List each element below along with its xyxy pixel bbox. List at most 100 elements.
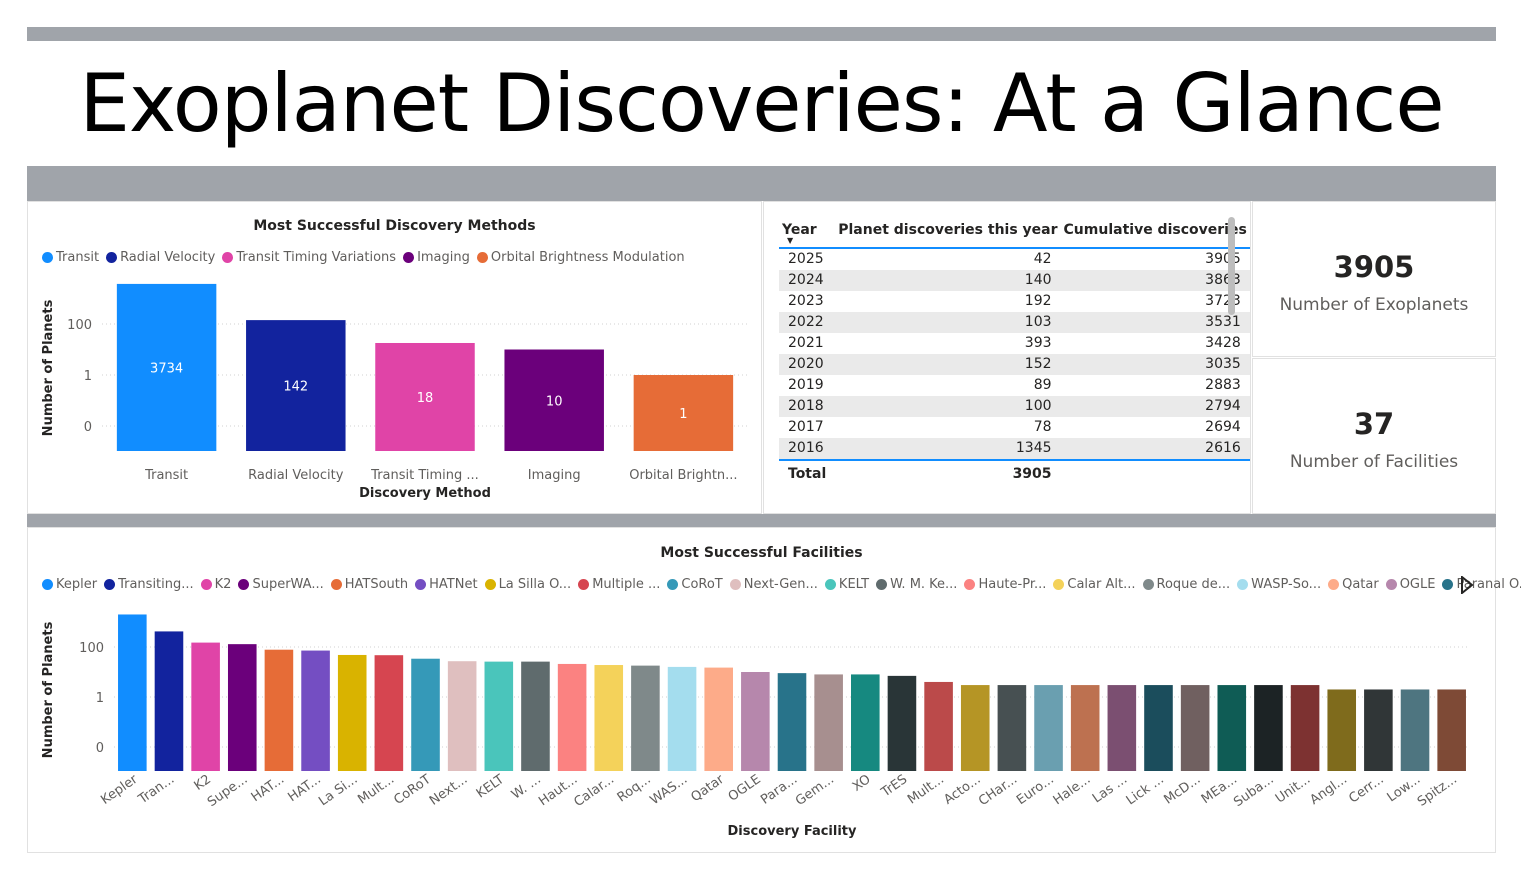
bar[interactable]	[1107, 685, 1137, 771]
bar[interactable]	[484, 661, 514, 771]
facilities-legend-item[interactable]: Paranal O...	[1442, 577, 1521, 592]
facilities-legend-item[interactable]: Kepler	[42, 577, 97, 592]
year-cell: 2020	[779, 354, 836, 375]
bar[interactable]	[1070, 685, 1100, 771]
bar[interactable]	[1217, 685, 1247, 771]
bar[interactable]	[594, 665, 624, 771]
facilities-legend-item[interactable]: Roque de...	[1142, 577, 1231, 592]
bar[interactable]	[1400, 689, 1430, 771]
methods-legend[interactable]: Transit Radial Velocity Transit Timing Var…	[42, 250, 692, 265]
legend-dot-icon	[106, 252, 118, 263]
bar[interactable]	[1327, 689, 1357, 771]
facilities-legend-item[interactable]: KELT	[824, 577, 869, 592]
sort-desc-icon[interactable]: ▼	[787, 236, 794, 245]
bar[interactable]	[851, 674, 880, 771]
bar[interactable]	[924, 681, 953, 771]
facilities-legend-item[interactable]: HATSouth	[330, 577, 408, 592]
bar[interactable]	[1180, 685, 1210, 771]
facilities-legend-item[interactable]: La Silla O...	[484, 577, 571, 592]
facilities-legend-item[interactable]: Next-Gen...	[729, 577, 818, 592]
col-discoveries[interactable]: Planet discoveries this year	[835, 213, 1061, 249]
bar[interactable]	[557, 663, 587, 771]
facilities-legend-item[interactable]: OGLE	[1385, 577, 1435, 592]
facilities-legend-item[interactable]: K2	[200, 577, 231, 592]
methods-legend-item[interactable]: Transit	[42, 250, 99, 265]
facilities-legend-item[interactable]: Qatar	[1328, 577, 1379, 592]
bar[interactable]	[704, 667, 733, 771]
bar[interactable]	[374, 655, 404, 771]
facilities-legend-item[interactable]: Haute-Pr...	[964, 577, 1046, 592]
bar[interactable]	[1254, 685, 1283, 771]
table-row[interactable]: 2025 42 3905	[779, 248, 1250, 270]
col-cumulative[interactable]: Cumulative discoveries	[1060, 213, 1250, 249]
bar[interactable]	[227, 644, 257, 771]
methods-legend-item[interactable]: Transit Timing Variations	[222, 250, 396, 265]
legend-dot-icon	[729, 579, 741, 590]
methods-chart-card[interactable]: Most Successful Discovery Methods Transi…	[27, 201, 762, 514]
bar[interactable]	[301, 650, 330, 771]
bar[interactable]	[337, 654, 367, 771]
bar[interactable]	[118, 614, 147, 771]
bar[interactable]	[375, 342, 475, 451]
methods-legend-item[interactable]: Imaging	[403, 250, 470, 265]
bar[interactable]	[741, 672, 770, 771]
bar[interactable]	[631, 665, 660, 771]
bar[interactable]	[264, 649, 294, 771]
bar[interactable]	[814, 674, 843, 771]
bar[interactable]	[411, 658, 440, 771]
bar[interactable]	[633, 375, 734, 451]
methods-legend-item[interactable]: Radial Velocity	[106, 250, 215, 265]
kpi-card-exoplanets[interactable]: 3905 Number of Exoplanets	[1252, 201, 1496, 357]
legend-label: Kepler	[56, 577, 98, 592]
x-tick-label: Hale...	[1051, 772, 1094, 808]
table-row[interactable]: 2023 192 3723	[779, 291, 1250, 312]
bar[interactable]	[154, 631, 184, 771]
facilities-legend[interactable]: Kepler Transiting... K2 SuperWA... HATSouth H…	[42, 577, 1521, 592]
legend-next-icon[interactable]	[1460, 576, 1474, 594]
table-row[interactable]: 2019 89 2883	[779, 375, 1250, 396]
bar[interactable]	[116, 283, 217, 451]
table-row[interactable]: 2020 152 3035	[779, 354, 1250, 375]
col-year[interactable]: Year ▼	[779, 213, 836, 249]
methods-chart-plot[interactable]: 0 1 100 Number of Planets Discovery Method 37…	[28, 202, 761, 513]
facilities-legend-item[interactable]: Calar Alt...	[1053, 577, 1136, 592]
table-scrollbar[interactable]	[1228, 217, 1235, 315]
legend-label: Roque de...	[1156, 577, 1231, 592]
bar[interactable]	[1034, 685, 1063, 771]
facilities-legend-item[interactable]: W. M. Ke...	[876, 577, 957, 592]
bar[interactable]	[997, 685, 1027, 771]
year-cell: 2018	[779, 396, 836, 417]
methods-legend-item[interactable]: Orbital Brightness Modulation	[476, 250, 685, 265]
facilities-legend-item[interactable]: CoRoT	[667, 577, 723, 592]
bar[interactable]	[1364, 689, 1393, 771]
facilities-legend-item[interactable]: SuperWA...	[238, 577, 324, 592]
bar[interactable]	[1437, 689, 1466, 771]
bar[interactable]	[191, 642, 220, 771]
bar[interactable]	[667, 666, 697, 771]
bar[interactable]	[246, 320, 346, 451]
bar[interactable]	[447, 661, 477, 771]
bar[interactable]	[1144, 685, 1173, 771]
bar[interactable]	[521, 661, 550, 771]
facilities-chart-card[interactable]: Most Successful Facilities Kepler Transit…	[27, 527, 1521, 853]
table-row[interactable]: 2016 1345 2616	[779, 438, 1250, 460]
table-row[interactable]: 2022 103 3531	[779, 312, 1250, 333]
bar[interactable]	[504, 349, 604, 452]
bar[interactable]	[777, 673, 807, 771]
bar[interactable]	[887, 675, 917, 771]
facilities-chart-title: Most Successful Facilities	[660, 545, 863, 561]
table-row[interactable]: 2018 100 2794	[779, 396, 1250, 417]
table-row[interactable]: 2017 78 2694	[779, 417, 1250, 438]
facilities-legend-item[interactable]: WASP-So...	[1237, 577, 1321, 592]
table-row[interactable]: 2024 140 3863	[779, 270, 1250, 291]
legend-label: WASP-So...	[1251, 577, 1322, 592]
bar[interactable]	[1290, 685, 1320, 771]
kpi-card-facilities[interactable]: 37 Number of Facilities	[1252, 358, 1496, 514]
table-row[interactable]: 2021 393 3428	[779, 333, 1250, 354]
facilities-chart-plot[interactable]: 0 1 100 Number of Planets Discovery Facility…	[28, 528, 1495, 852]
x-axis-title: Discovery Facility	[728, 824, 858, 839]
facilities-legend-item[interactable]: Transiting...	[104, 577, 194, 592]
facilities-legend-item[interactable]: Multiple ...	[578, 577, 660, 592]
bar[interactable]	[960, 685, 990, 771]
facilities-legend-item[interactable]: HATNet	[415, 577, 478, 592]
